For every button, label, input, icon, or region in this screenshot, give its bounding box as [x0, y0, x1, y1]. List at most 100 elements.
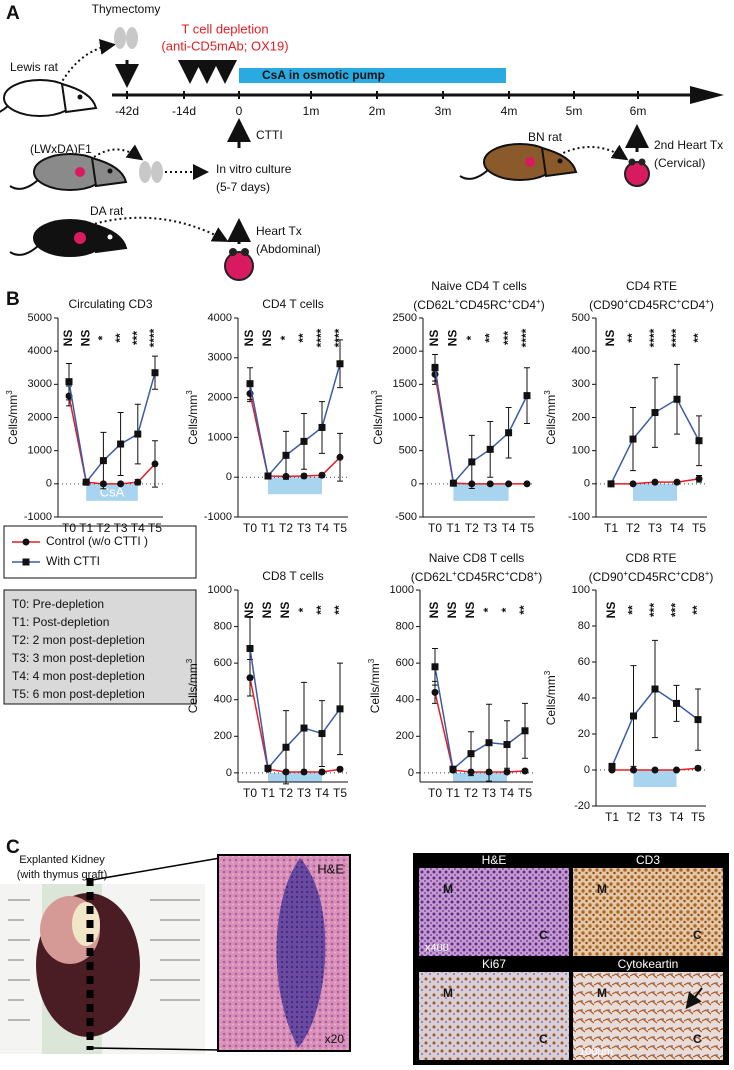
key-line: T1: Post-depletion [12, 615, 109, 629]
treatment-shade [268, 772, 322, 782]
y-tick-label: 600 [214, 657, 232, 669]
significance-label: NS [278, 602, 292, 619]
data-point [673, 395, 681, 403]
tile-label: Cytokeartin [618, 957, 679, 971]
rat-icon [0, 79, 98, 117]
x-tick-label: T4 [131, 521, 145, 535]
text-segment: Cells/mm [6, 395, 20, 445]
data-point [521, 727, 529, 735]
x-tick-label: T0 [243, 786, 257, 800]
x-tick-label: T1 [261, 786, 275, 800]
significance-label: ** [332, 605, 346, 615]
y-tick-label: 3000 [208, 352, 232, 364]
rat-icon [9, 153, 128, 191]
x-tick-label: T4 [315, 521, 329, 535]
chart-subtitle: (CD90+CD45RC+CD4+) [589, 297, 714, 313]
text-segment: CD8 [681, 570, 705, 584]
rat-eye [557, 158, 563, 164]
text-segment: (CD90 [589, 570, 624, 584]
y-tick-label: 20 [578, 728, 590, 740]
x-tick-label: T1 [605, 810, 619, 824]
x-tick-label: T1 [446, 521, 460, 535]
x-tick-label: T3 [648, 810, 662, 824]
data-point [151, 460, 159, 468]
y-axis-label: Cells/mm3 [5, 390, 21, 445]
superscript: + [536, 297, 541, 306]
data-point [99, 457, 107, 465]
rat-label: BN rat [528, 130, 563, 144]
y-axis-label: Cells/mm3 [543, 390, 559, 445]
x-tick-label: T5 [333, 521, 347, 535]
graft-dot [74, 232, 86, 244]
region-label: M [597, 882, 607, 896]
data-point [505, 480, 513, 488]
y-tick-label: 200 [572, 411, 590, 423]
timeline-ticks: -42d -14d 0 1m 2m 3m 4m 5m 6m [115, 91, 646, 118]
y-tick-label: -100 [568, 511, 590, 523]
superscript: + [623, 569, 628, 578]
dotted-arrows [59, 38, 629, 242]
x-tick-label: T3 [483, 521, 497, 535]
x-tick-label: T3 [648, 521, 662, 535]
significance-label: NS [61, 330, 75, 347]
text-segment: ) [709, 570, 713, 584]
series-line [434, 692, 526, 773]
significance-label: NS [242, 602, 256, 619]
x-tick-label: T0 [428, 521, 442, 535]
x-tick-label: T0 [62, 521, 76, 535]
data-point [151, 369, 159, 377]
data-point [318, 423, 326, 431]
data-point [505, 429, 513, 437]
data-point [651, 766, 659, 774]
data-point [694, 716, 702, 724]
data-point [468, 458, 476, 466]
x-tick-label: T2 [626, 521, 640, 535]
panel-label: B [6, 289, 20, 310]
data-point [629, 480, 637, 488]
timeline-tick-label: 0 [236, 104, 243, 118]
rat-label: DA rat [90, 204, 124, 218]
superscript: 3 [543, 670, 552, 675]
treatment-shade [453, 483, 509, 501]
timeline-tick-label: 4m [501, 104, 518, 118]
y-tick-label: 100 [572, 445, 590, 457]
superscript: + [705, 297, 710, 306]
rat-tail [9, 179, 39, 190]
tile-note: x400 [425, 942, 449, 954]
x-tick-label: T2 [279, 521, 293, 535]
x-tick-label: T5 [518, 786, 532, 800]
y-tick-label: 200 [214, 730, 232, 742]
significance-label: ** [690, 605, 704, 615]
significance-label: NS [427, 330, 441, 347]
key-line: T2: 2 mon post-depletion [12, 633, 145, 647]
y-tick-label: 600 [396, 657, 414, 669]
y-tick-label: 1500 [393, 378, 417, 390]
y-tick-label: 2000 [393, 345, 417, 357]
y-tick-label: -1000 [204, 511, 232, 523]
superscript: 3 [185, 658, 194, 663]
y-tick-label: 200 [396, 730, 414, 742]
data-point [117, 440, 125, 448]
chart-title: CD8 T cells [262, 569, 324, 583]
data-point [607, 480, 615, 488]
text-segment: (CD62L [413, 298, 455, 312]
series-line [68, 372, 156, 484]
legend-label: Control (w/o CTTI ) [46, 534, 148, 548]
data-point [65, 378, 73, 386]
data-point [673, 699, 680, 707]
superscript: + [455, 297, 460, 306]
y-tick-label: 800 [396, 620, 414, 632]
timeline-tick-label: 2m [369, 104, 386, 118]
x-tick-label: T1 [604, 521, 618, 535]
x-tick-label: T5 [333, 786, 347, 800]
depletion-label: T cell depletion [181, 21, 268, 36]
text-segment: CD45RC [457, 570, 505, 584]
data-point [134, 478, 142, 486]
series-line [249, 393, 341, 478]
data-point [630, 766, 637, 774]
data-point [264, 764, 272, 772]
y-tick-label: 4000 [28, 345, 52, 357]
photo-caption: (with thymus graft) [17, 869, 107, 881]
x-tick-label: T4 [500, 786, 514, 800]
data-point [336, 765, 344, 773]
